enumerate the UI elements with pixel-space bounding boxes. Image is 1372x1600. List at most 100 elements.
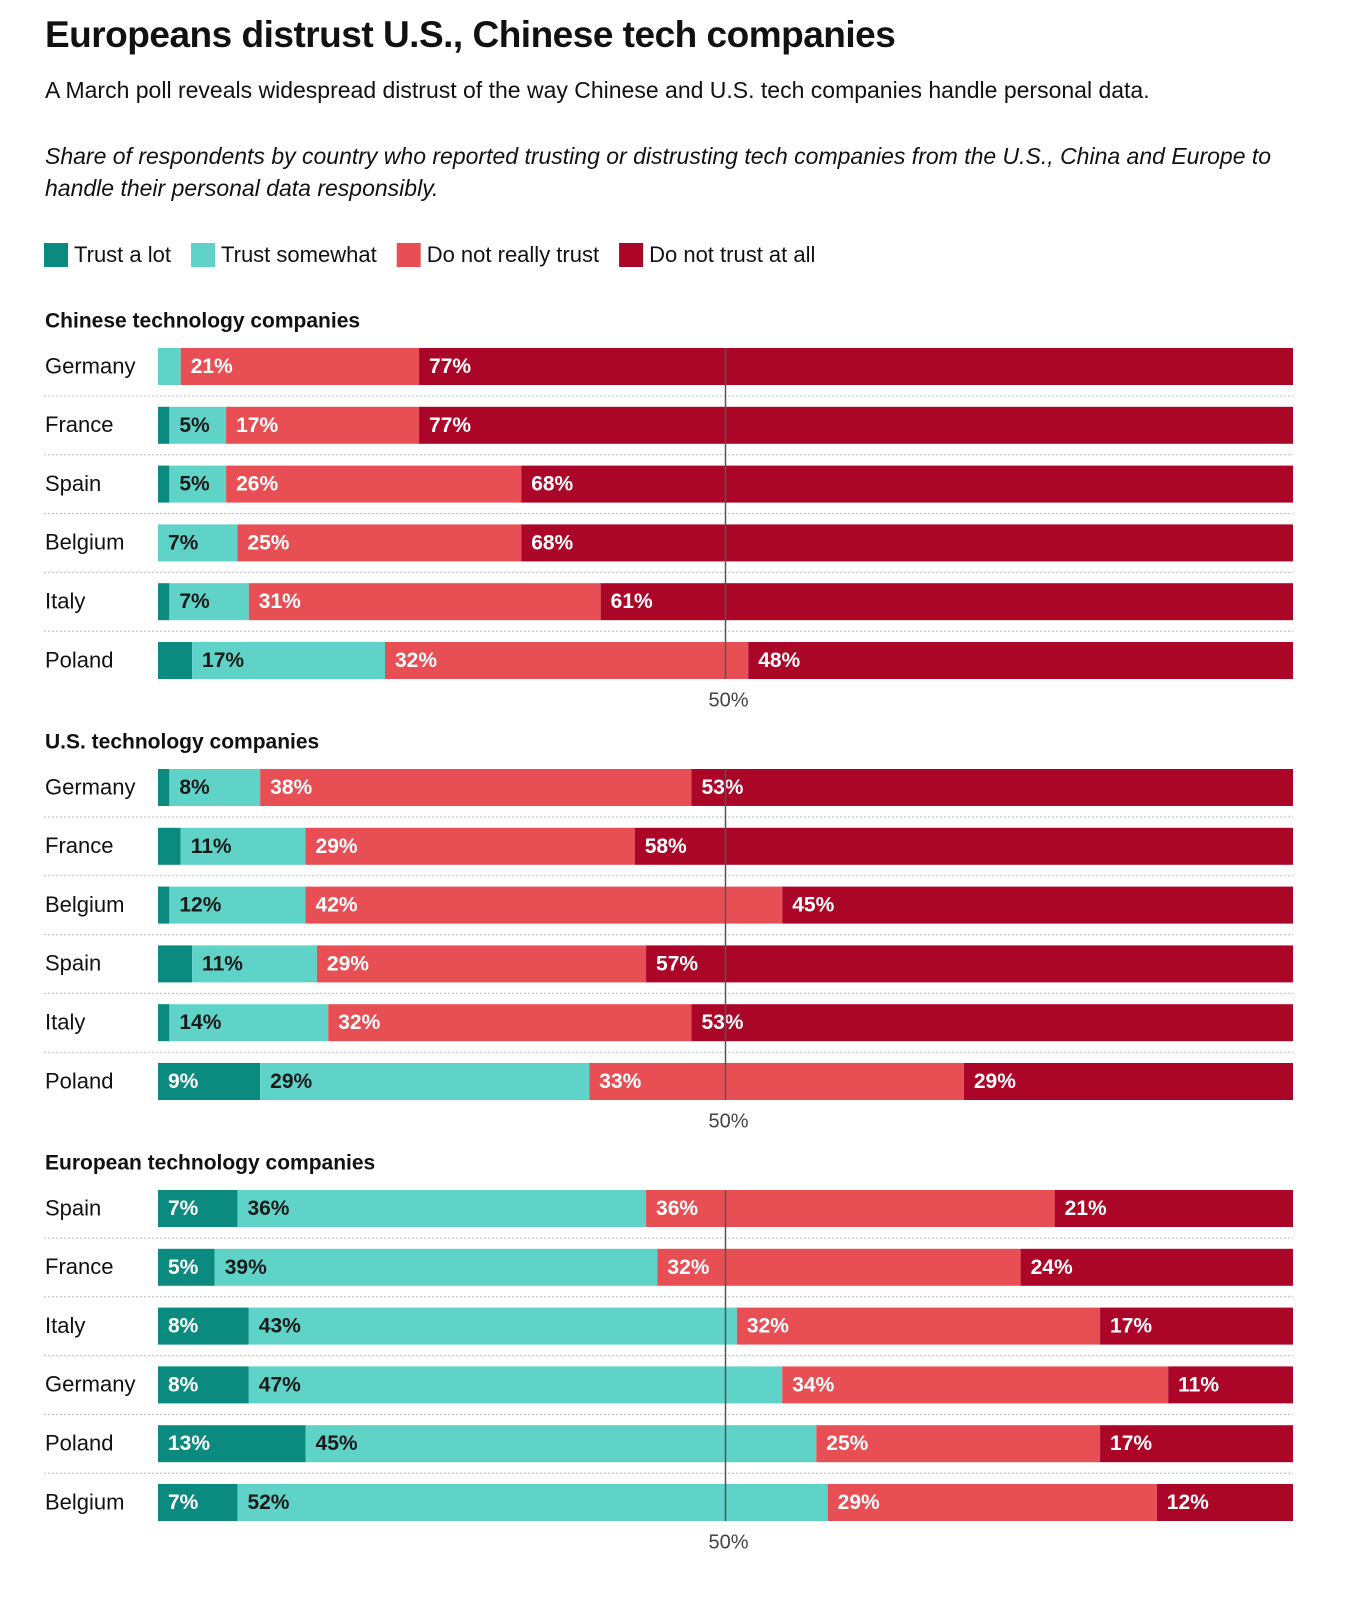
bar-segment: Trust somewhat [192,642,385,679]
category-label: Germany [45,353,135,378]
bar-segment: Trust a lot [158,1248,215,1286]
bar-segment: Do not trust at all [748,642,1293,679]
value-label: 7% [168,531,199,554]
legend-label: Trust a lot [74,242,171,267]
value-label: 17% [1110,1315,1152,1338]
bar-segment: Do not really trust [226,465,522,503]
value-label: 8% [179,776,210,799]
bar-segment: Do not trust at all [1100,1307,1293,1345]
bar-segment: Do not really trust [316,945,647,983]
bar-segment: Trust a lot [158,1004,170,1042]
category-label: Italy [45,1010,85,1035]
category-label: Italy [45,1313,85,1338]
bar-segment: Trust a lot [158,583,170,621]
category-label: Italy [45,589,85,614]
value-label: 43% [259,1315,301,1338]
bar-segment: Trust somewhat [169,886,306,924]
category-label: France [45,833,113,858]
bar-segment: Do not trust at all [1054,1190,1293,1227]
bar-segment: Do not trust at all [521,465,1293,503]
value-label: 5% [168,1256,199,1279]
bar-segment: Trust a lot [158,406,170,444]
bar-segment: Do not really trust [237,524,522,562]
value-label: 32% [395,649,437,672]
value-label: 17% [236,414,278,437]
value-label: 48% [758,649,800,672]
bar-segment: Trust somewhat [169,406,227,444]
bar-segment: Trust a lot [158,827,181,865]
value-label: 25% [826,1432,868,1455]
bar-segment: Trust a lot [158,945,193,983]
x-tick-label: 50% [708,1110,748,1132]
value-label: 21% [191,355,233,378]
bar-segment: Do not really trust [226,406,420,444]
legend-swatch [44,243,68,267]
value-label: 7% [168,1197,199,1220]
category-label: Poland [45,1068,114,1093]
value-label: 32% [747,1315,789,1338]
value-label: 17% [202,649,244,672]
bar-segment: Do not trust at all [1168,1366,1293,1404]
bar-segment: Trust somewhat [180,827,306,865]
bar-segment: Trust somewhat [214,1248,658,1286]
bar-segment: Do not really trust [248,583,601,621]
value-label: 68% [531,531,573,554]
description: Share of respondents by country who repo… [45,143,1272,201]
category-label: Belgium [45,1489,124,1514]
value-label: 53% [701,776,743,799]
value-label: 36% [656,1197,698,1220]
category-label: France [45,412,113,437]
value-label: 24% [1031,1256,1073,1279]
bar-segment: Do not really trust [736,1307,1101,1345]
value-label: 12% [1167,1491,1209,1514]
value-label: 39% [225,1256,267,1279]
value-label: 29% [270,1070,312,1093]
category-label: Spain [45,951,101,976]
bar-segment: Trust somewhat [192,945,317,983]
bar-segment: Trust somewhat [237,1190,647,1227]
bar-segment: Do not really trust [657,1248,1021,1286]
legend-label: Do not trust at all [649,242,815,267]
panel-title: U.S. technology companies [45,731,319,754]
bar-segment: Trust somewhat [248,1307,737,1345]
bar-segment: Do not really trust [646,1190,1055,1227]
bar-segment: Do not really trust [260,769,692,806]
value-label: 42% [316,894,358,917]
value-label: 57% [656,952,698,975]
value-label: 7% [179,590,210,613]
bar-segment: Do not really trust [180,348,420,385]
bar-segment: Trust somewhat [260,1063,590,1100]
value-label: 32% [338,1011,380,1034]
category-label: Belgium [45,530,124,555]
value-label: 7% [168,1491,199,1514]
category-label: Germany [45,774,135,799]
bar-segment: Trust somewhat [248,1366,783,1404]
bar-segment: Do not really trust [385,642,749,679]
bar-segment: Do not trust at all [419,406,1293,444]
bar-segment: Do not really trust [782,1366,1169,1404]
bar-segment: Do not trust at all [521,524,1293,562]
bar-segment: Trust somewhat [237,1484,828,1521]
bar-segment: Trust somewhat [305,1425,817,1463]
value-label: 11% [1178,1373,1219,1396]
value-label: 29% [316,835,358,858]
value-label: 77% [429,355,471,378]
bar-segment: Trust a lot [158,1190,238,1227]
bar-segment: Do not really trust [305,827,635,865]
value-label: 5% [179,414,210,437]
value-label: 5% [179,473,210,496]
value-label: 61% [611,590,653,613]
value-label: 21% [1065,1197,1107,1220]
value-label: 11% [202,952,243,975]
bar-segment: Trust a lot [158,1307,249,1345]
value-label: 8% [168,1373,199,1396]
bar-segment: Do not really trust [827,1484,1157,1521]
value-label: 17% [1110,1432,1152,1455]
category-label: Spain [45,471,101,496]
bar-segment: Do not trust at all [1020,1248,1293,1286]
bar-segment: Do not trust at all [646,945,1293,983]
value-label: 29% [327,952,369,975]
bar-segment: Trust a lot [158,1063,261,1100]
value-label: 13% [168,1432,210,1455]
